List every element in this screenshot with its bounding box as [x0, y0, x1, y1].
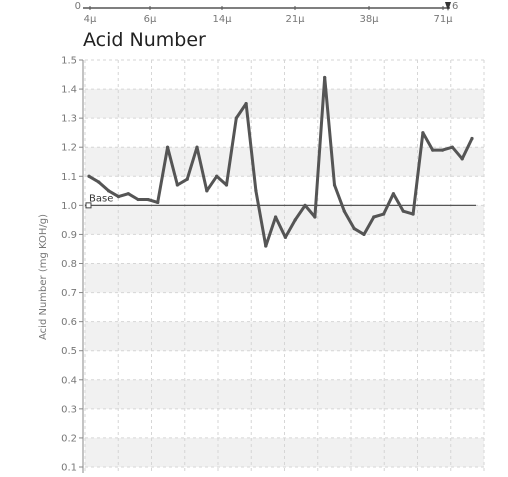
- data-point: [372, 215, 376, 219]
- top-axis-left-value: 0: [75, 1, 81, 12]
- baseline-group: Base: [85, 193, 476, 209]
- data-point: [234, 116, 238, 120]
- chart-title: Acid Number: [83, 29, 206, 51]
- y-axis: 0.1 0.2 0.3 0.4 0.5 0.6 0.7 0.8 0.9 1.0 1.1 1.2 1.3 1…: [61, 56, 84, 474]
- data-point: [431, 148, 435, 152]
- top-axis-handle[interactable]: [445, 2, 451, 11]
- y-tick-label: 0.7: [61, 288, 77, 299]
- data-point: [156, 200, 160, 205]
- data-point: [136, 197, 140, 202]
- data-point: [254, 189, 258, 193]
- y-tick-label: 0.5: [61, 346, 77, 357]
- data-point: [126, 192, 130, 196]
- y-tick-label: 0.6: [61, 317, 77, 328]
- top-axis-tick-label: 6μ: [144, 14, 157, 25]
- data-point: [97, 180, 101, 184]
- data-point: [470, 136, 474, 141]
- data-point: [116, 195, 121, 199]
- y-tick-label: 0.9: [61, 230, 77, 241]
- y-tick-label: 1.5: [61, 56, 77, 67]
- data-point: [313, 215, 317, 219]
- data-point: [195, 145, 199, 149]
- top-range-axis: 0 6 4μ 6μ 14μ 21μ 38μ 71μ: [75, 1, 459, 25]
- top-axis-right-value: 6: [452, 1, 458, 12]
- top-axis-tick-label: 38μ: [359, 14, 379, 25]
- data-point: [205, 189, 209, 193]
- data-point: [244, 102, 248, 106]
- data-point: [185, 177, 189, 181]
- data-point: [175, 183, 179, 187]
- data-point: [401, 209, 405, 213]
- y-tick-label: 0.4: [61, 375, 77, 386]
- data-point: [382, 212, 386, 216]
- top-axis-tick-label: 4μ: [84, 14, 97, 25]
- y-axis-label: Acid Number (mg KOH/g): [38, 214, 49, 340]
- data-point: [362, 232, 366, 237]
- data-point: [303, 203, 307, 207]
- data-point: [352, 227, 356, 231]
- baseline-marker: [85, 202, 92, 209]
- data-point: [224, 183, 229, 187]
- data-point: [391, 192, 396, 196]
- top-axis-tick-label: 14μ: [212, 14, 232, 25]
- data-point: [460, 157, 464, 161]
- baseline-label: Base: [89, 193, 113, 204]
- y-tick-label: 1.1: [61, 172, 77, 183]
- data-point: [440, 148, 445, 152]
- y-tick-label: 0.1: [61, 463, 77, 474]
- y-tick-label: 1.2: [61, 143, 77, 154]
- y-tick-label: 1.0: [61, 201, 77, 212]
- data-point: [107, 189, 111, 193]
- top-axis-tick-label: 71μ: [433, 14, 453, 25]
- data-point: [450, 145, 454, 149]
- y-tick-label: 0.8: [61, 259, 77, 270]
- series-line: [87, 75, 474, 248]
- data-point: [273, 215, 278, 219]
- series-group: [87, 75, 474, 248]
- data-point: [332, 183, 337, 187]
- y-tick-label: 1.4: [61, 85, 77, 96]
- y-tick-label: 0.3: [61, 404, 77, 415]
- data-point: [283, 235, 288, 239]
- data-point: [411, 212, 415, 216]
- data-point: [87, 174, 91, 178]
- data-point: [215, 174, 219, 178]
- top-axis-tick-label: 21μ: [285, 14, 305, 25]
- y-tick-label: 0.2: [61, 433, 77, 444]
- data-point: [146, 197, 150, 202]
- y-tick-label: 1.3: [61, 114, 77, 125]
- data-point: [342, 209, 346, 213]
- data-point: [293, 218, 297, 222]
- data-point: [323, 75, 327, 80]
- data-point: [264, 244, 268, 248]
- data-point: [165, 145, 170, 149]
- data-point: [421, 131, 425, 135]
